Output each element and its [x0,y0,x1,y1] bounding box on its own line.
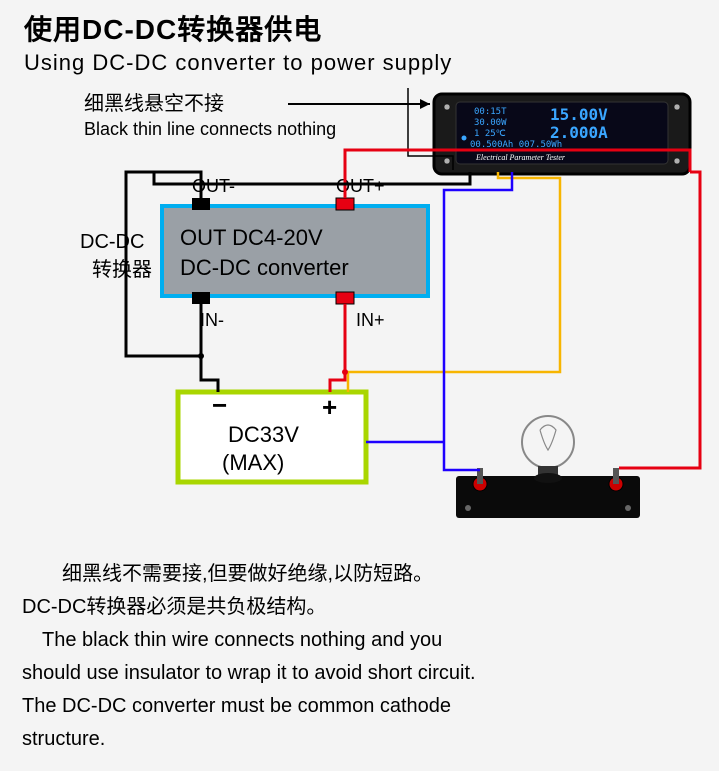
wire-red-load [619,172,700,468]
hint-cn: 细黑线悬空不接 [84,92,224,115]
footer-en4: structure. [22,725,697,754]
out-minus-label: OUT- [192,176,235,196]
svg-text:2.000A: 2.000A [550,123,608,142]
in-minus-label: IN- [200,310,224,330]
svg-text:OUT DC4-20V: OUT DC4-20V [180,225,323,250]
out-plus-label: OUT+ [336,176,385,196]
converter-side-label2: 转换器 [92,258,152,281]
converter-box: OUT DC4-20V DC-DC converter [162,198,428,304]
svg-text:+: + [322,392,337,422]
converter-side-label1: DC-DC [80,231,144,253]
wire-black-to-batt [201,356,218,392]
svg-text:DC33V: DC33V [228,422,299,447]
tester-device: 00:15T 30.00W 1 25℃ 00.500Ah 007.50Wh 15… [434,94,690,174]
footer-en2: should use insulator to wrap it to avoid… [22,659,697,688]
wiring-diagram: 00:15T 30.00W 1 25℃ 00.500Ah 007.50Wh 15… [0,0,719,560]
svg-text:00:15T: 00:15T [474,107,507,117]
wire-blue [444,172,512,470]
footer-en1: The black thin wire connects nothing and… [22,626,697,655]
svg-text:1 25℃: 1 25℃ [474,129,506,139]
svg-text:−: − [212,390,227,420]
wire-red-in [330,304,345,392]
load-lamp [456,416,640,518]
svg-text:DC-DC converter: DC-DC converter [180,255,349,280]
footer-cn1: 细黑线不需要接,但要做好绝缘,以防短路。 [22,560,697,589]
footer-en3: The DC-DC converter must be common catho… [22,692,697,721]
svg-text:(MAX): (MAX) [222,450,284,475]
hint-en: Black thin line connects nothing [84,119,336,139]
footer-cn2: DC-DC转换器必须是共负极结构。 [22,593,697,622]
svg-text:15.00V: 15.00V [550,105,608,124]
footer-notes: 细黑线不需要接,但要做好绝缘,以防短路。 DC-DC转换器必须是共负极结构。 T… [22,560,697,758]
svg-text:Electrical Parameter Tester: Electrical Parameter Tester [475,153,566,162]
svg-text:30.00W: 30.00W [474,118,507,128]
in-plus-label: IN+ [356,310,385,330]
battery-box: − + DC33V (MAX) [178,390,366,482]
